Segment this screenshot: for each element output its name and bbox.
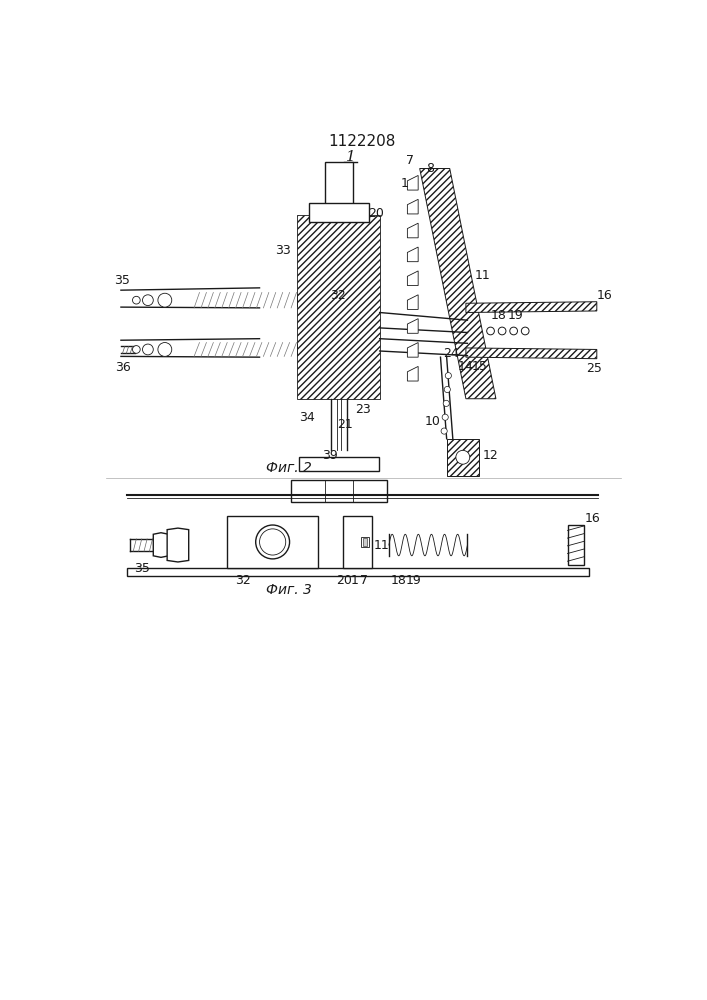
Text: 8: 8	[426, 162, 435, 175]
Circle shape	[132, 346, 140, 353]
Polygon shape	[420, 169, 496, 399]
Polygon shape	[167, 528, 189, 562]
Text: 10: 10	[425, 415, 440, 428]
Circle shape	[158, 343, 172, 356]
Circle shape	[259, 529, 286, 555]
Text: 21: 21	[337, 418, 353, 431]
Text: 11: 11	[373, 539, 389, 552]
Circle shape	[521, 327, 529, 335]
Polygon shape	[407, 247, 418, 262]
Polygon shape	[407, 343, 418, 357]
Text: 39: 39	[322, 449, 337, 462]
Text: 20: 20	[368, 207, 384, 220]
Polygon shape	[466, 348, 597, 359]
Polygon shape	[447, 439, 479, 476]
Polygon shape	[407, 319, 418, 333]
Circle shape	[143, 344, 153, 355]
Circle shape	[143, 295, 153, 306]
Circle shape	[132, 296, 140, 304]
Text: 35: 35	[134, 562, 151, 575]
Circle shape	[486, 327, 494, 335]
Text: 1122208: 1122208	[328, 134, 396, 149]
Text: 14: 14	[458, 360, 474, 373]
Text: 16: 16	[584, 512, 600, 525]
Bar	[309, 203, 369, 222]
Bar	[227, 516, 318, 568]
Text: 32: 32	[235, 574, 250, 587]
Text: 34: 34	[298, 411, 315, 424]
Text: 15: 15	[472, 360, 488, 373]
Text: 18: 18	[390, 574, 406, 587]
Polygon shape	[466, 302, 597, 312]
Text: 12: 12	[483, 449, 498, 462]
Circle shape	[456, 450, 469, 464]
Circle shape	[158, 293, 172, 307]
Text: 19: 19	[508, 309, 524, 322]
Circle shape	[443, 400, 450, 406]
Polygon shape	[407, 223, 418, 238]
Bar	[568, 525, 585, 565]
Circle shape	[256, 525, 290, 559]
Polygon shape	[296, 215, 380, 399]
Circle shape	[510, 327, 518, 335]
Circle shape	[498, 327, 506, 335]
Text: 36: 36	[115, 361, 130, 374]
Text: 33: 33	[275, 244, 291, 257]
Text: 35: 35	[115, 274, 130, 287]
Polygon shape	[407, 366, 418, 381]
Text: 32: 32	[330, 289, 346, 302]
Bar	[127, 568, 589, 576]
Text: 18: 18	[491, 309, 506, 322]
Text: 1: 1	[351, 574, 359, 587]
Text: 1: 1	[400, 177, 408, 190]
Polygon shape	[407, 271, 418, 286]
Polygon shape	[407, 175, 418, 190]
Text: 11: 11	[475, 269, 491, 282]
Polygon shape	[407, 295, 418, 309]
Text: 25: 25	[587, 362, 602, 375]
Text: 20: 20	[337, 574, 352, 587]
Text: 19: 19	[406, 574, 421, 587]
Text: 7: 7	[407, 154, 414, 167]
Polygon shape	[407, 199, 418, 214]
Text: Фиг. 3: Фиг. 3	[266, 583, 312, 597]
Bar	[363, 538, 368, 546]
Text: Фиг. 2: Фиг. 2	[266, 461, 312, 475]
Bar	[361, 537, 369, 547]
Circle shape	[444, 386, 450, 393]
Circle shape	[442, 414, 448, 420]
Text: 7: 7	[361, 574, 368, 587]
Bar	[291, 480, 387, 502]
Bar	[299, 457, 379, 471]
Polygon shape	[153, 533, 169, 557]
Text: 23: 23	[356, 403, 371, 416]
Text: 16: 16	[597, 289, 612, 302]
Circle shape	[441, 428, 448, 434]
Text: 1: 1	[346, 150, 356, 164]
Text: 24: 24	[443, 347, 458, 360]
Circle shape	[445, 373, 451, 379]
Bar	[343, 516, 372, 568]
Bar	[325, 162, 353, 214]
